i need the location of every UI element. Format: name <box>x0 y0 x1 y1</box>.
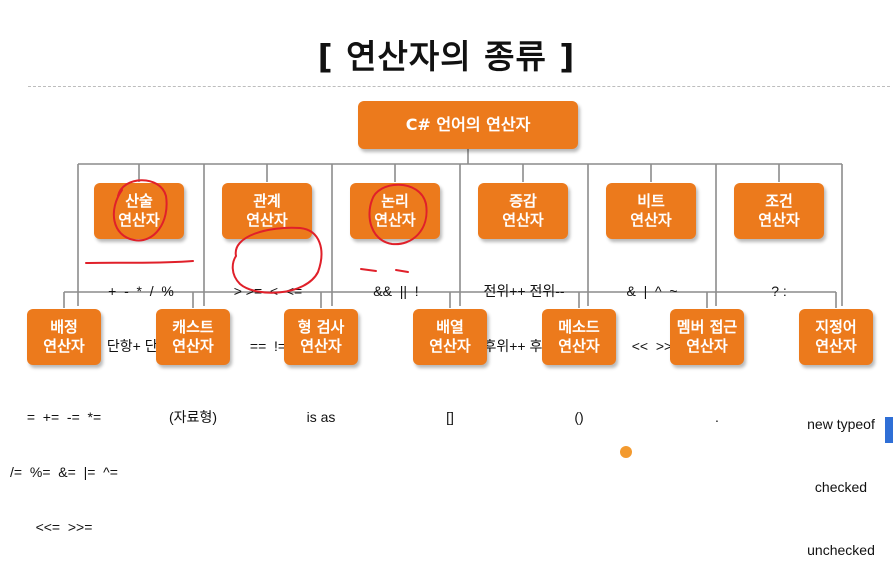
ops-designator: new typeof checked unchecked <box>793 372 889 582</box>
box-type-check: 형 검사 연산자 <box>284 309 358 365</box>
box-member-access-line2: 연산자 <box>686 337 728 355</box>
box-assignment-line2: 연산자 <box>43 337 85 355</box>
box-array: 배열 연산자 <box>413 309 487 365</box>
ops-array-line1: [] <box>446 409 454 426</box>
box-relational-line1: 관계 <box>253 192 281 211</box>
ops-designator-line3: unchecked <box>807 542 875 558</box>
ops-designator-line1: new typeof <box>807 416 875 432</box>
box-type-check-line2: 연산자 <box>300 337 342 355</box>
ops-method-line1: () <box>574 409 584 426</box>
box-cast-line1: 캐스트 <box>172 318 214 337</box>
box-assignment-line1: 배정 <box>50 318 78 337</box>
scroll-edge-marker <box>885 417 893 443</box>
ops-bitwise-line1: & | ^ ~ <box>626 283 678 300</box>
box-method: 메소드 연산자 <box>542 309 616 365</box>
ops-method: () <box>529 372 629 445</box>
box-assignment: 배정 연산자 <box>27 309 101 365</box>
ops-logical: && || ! <box>333 246 459 319</box>
box-bitwise-line1: 비트 <box>637 192 665 211</box>
box-bitwise: 비트 연산자 <box>606 183 696 239</box>
box-increment-line2: 연산자 <box>502 211 544 229</box>
ops-relational-line2: == != <box>249 337 287 354</box>
box-designator: 지정어 연산자 <box>799 309 873 365</box>
box-increment-line1: 증감 <box>509 192 537 211</box>
ops-relational-line1: > >= < <= <box>233 283 303 300</box>
box-array-line1: 배열 <box>436 318 464 337</box>
box-arithmetic-line2: 연산자 <box>118 211 160 229</box>
ops-assignment-line3: <<= >>= <box>35 518 93 535</box>
root-box: C# 언어의 연산자 <box>358 101 578 149</box>
box-arithmetic: 산술 연산자 <box>94 183 184 239</box>
cursor-dot <box>620 446 632 458</box>
ops-conditional-line1: ? : <box>771 283 787 300</box>
ops-type-check-line1: is as <box>306 409 336 426</box>
box-cast: 캐스트 연산자 <box>156 309 230 365</box>
box-conditional-line2: 연산자 <box>758 211 800 229</box>
box-designator-line1: 지정어 <box>815 318 857 337</box>
ops-designator-line2: checked <box>814 479 868 495</box>
box-designator-line2: 연산자 <box>815 337 857 355</box>
box-increment: 증감 연산자 <box>478 183 568 239</box>
box-arithmetic-line1: 산술 <box>125 192 153 211</box>
box-conditional: 조건 연산자 <box>734 183 824 239</box>
ops-type-check: is as <box>271 372 371 445</box>
ops-cast: (자료형) <box>143 372 243 445</box>
box-type-check-line1: 형 검사 <box>297 318 345 337</box>
box-member-access: 멤버 접근 연산자 <box>670 309 744 365</box>
ops-bitwise-line2: << >> <box>631 337 673 354</box>
ops-assignment-line2: /= %= &= |= ^= <box>10 463 118 480</box>
ops-assignment: = += -= *= /= %= &= |= ^= <<= >>= <box>2 372 126 554</box>
box-conditional-line1: 조건 <box>765 192 793 211</box>
root-label: C# 언어의 연산자 <box>405 115 531 134</box>
box-method-line2: 연산자 <box>558 337 600 355</box>
box-relational: 관계 연산자 <box>222 183 312 239</box>
page-title: [ 연산자의 종류 ] <box>317 37 576 76</box>
box-member-access-line1: 멤버 접근 <box>676 318 738 337</box>
box-logical: 논리 연산자 <box>350 183 440 239</box>
box-logical-line1: 논리 <box>381 192 409 211</box>
ops-assignment-line1: = += -= *= <box>26 409 102 426</box>
ops-arithmetic-line1: + - * / % <box>108 283 174 300</box>
box-logical-line2: 연산자 <box>374 211 416 229</box>
box-method-line1: 메소드 <box>558 318 600 337</box>
ops-member-access-line1: . <box>715 409 719 426</box>
ops-cast-line1: (자료형) <box>169 409 217 426</box>
box-cast-line2: 연산자 <box>172 337 214 355</box>
box-array-line2: 연산자 <box>429 337 471 355</box>
box-relational-line2: 연산자 <box>246 211 288 229</box>
box-bitwise-line2: 연산자 <box>630 211 672 229</box>
ops-member-access: . <box>667 372 767 445</box>
title-divider <box>28 86 890 87</box>
connector-lines <box>63 149 843 308</box>
ops-conditional: ? : <box>717 246 841 319</box>
ops-increment-line1: 전위++ 전위-- <box>483 283 565 300</box>
ops-logical-line1: && || ! <box>373 283 419 300</box>
ops-array: [] <box>400 372 500 445</box>
ops-bitwise: & | ^ ~ << >> <box>589 246 715 373</box>
